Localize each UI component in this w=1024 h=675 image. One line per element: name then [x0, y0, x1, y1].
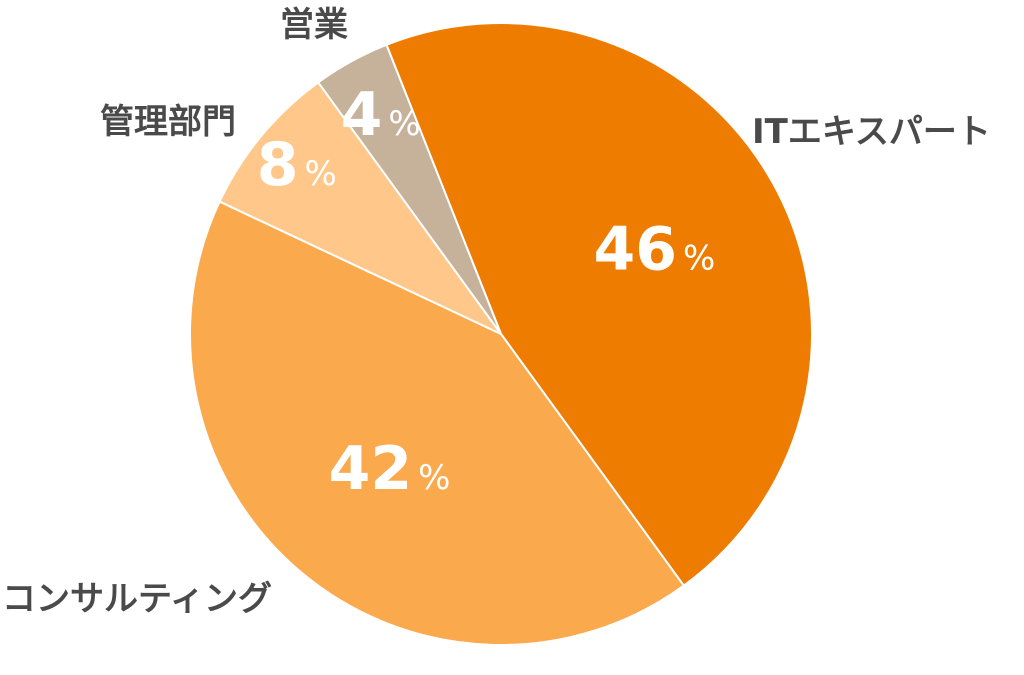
slice-category-label: ITエキスパート	[752, 112, 991, 152]
pie-slice	[189, 200, 686, 646]
slice-value-label: 46%	[593, 215, 715, 285]
slice-value-percent-sign: %	[683, 239, 715, 279]
slice-value-percent-sign: %	[305, 154, 337, 194]
slice-value-number: 4	[341, 80, 383, 150]
slice-category-label: 営業	[280, 5, 348, 45]
slice-value-number: 46	[593, 215, 677, 285]
pie-slice	[385, 22, 813, 587]
slice-value-percent-sign: %	[418, 458, 450, 498]
slice-value-percent-sign: %	[388, 104, 420, 144]
slice-value-label: 42%	[329, 434, 451, 504]
pie-value-labels: 46 %42 %8 %4%	[257, 80, 716, 504]
slice-category-label: 管理部門	[100, 102, 236, 142]
pie-slice	[316, 43, 502, 335]
slice-value-number: 8	[257, 130, 299, 200]
slice-category-label: コンサルティング	[2, 579, 272, 619]
pie-slices	[189, 22, 813, 646]
slice-value-label: 4%	[341, 80, 421, 150]
slice-value-label: 8%	[257, 130, 337, 200]
pie-slice	[218, 81, 502, 335]
slice-value-number: 42	[329, 434, 413, 504]
